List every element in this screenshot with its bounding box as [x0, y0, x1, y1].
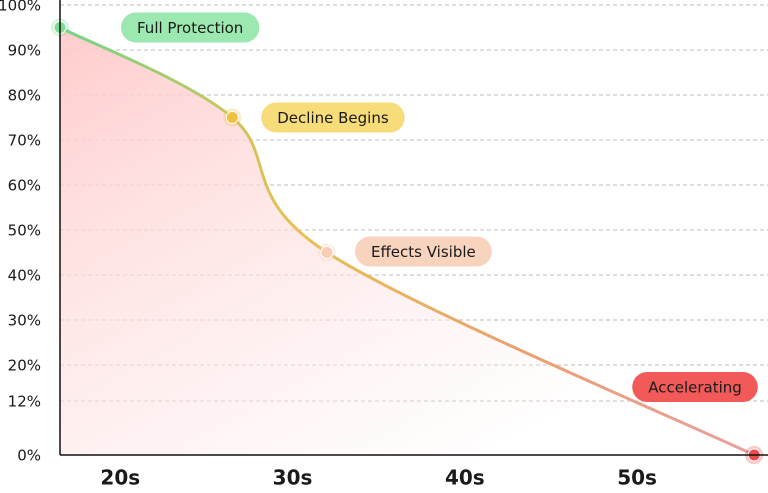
x-tick-label: 50s [617, 466, 657, 490]
y-tick-label: 12% [8, 393, 41, 411]
annotation-label: Effects Visible [371, 243, 476, 261]
y-tick-label: 20% [8, 357, 41, 375]
x-tick-label: 30s [273, 466, 313, 490]
y-tick-label: 60% [8, 177, 41, 195]
annotation-label: Full Protection [137, 19, 243, 37]
y-tick-label: 70% [8, 132, 41, 150]
y-tick-label: 90% [8, 42, 41, 60]
curve [59, 26, 755, 457]
point [225, 111, 239, 124]
y-tick-label: 0% [17, 447, 41, 465]
point [320, 246, 334, 259]
y-tick-label: 30% [8, 312, 41, 330]
y-tick-label: 50% [8, 222, 41, 240]
area-fill [60, 27, 755, 455]
annotation-box [632, 372, 758, 402]
annotation-label: Accelerating [648, 379, 742, 397]
x-tick-label: 40s [445, 466, 485, 490]
annotation-box [261, 102, 405, 133]
x-tick-label: 20s [100, 466, 140, 490]
y-tick-label: 40% [8, 267, 41, 285]
annotation-box [121, 12, 260, 43]
y-tick-label: 80% [8, 87, 41, 105]
y-tick-label: 100% [0, 0, 41, 15]
annotation-label: Decline Begins [277, 109, 389, 127]
annotation-box [355, 236, 492, 267]
